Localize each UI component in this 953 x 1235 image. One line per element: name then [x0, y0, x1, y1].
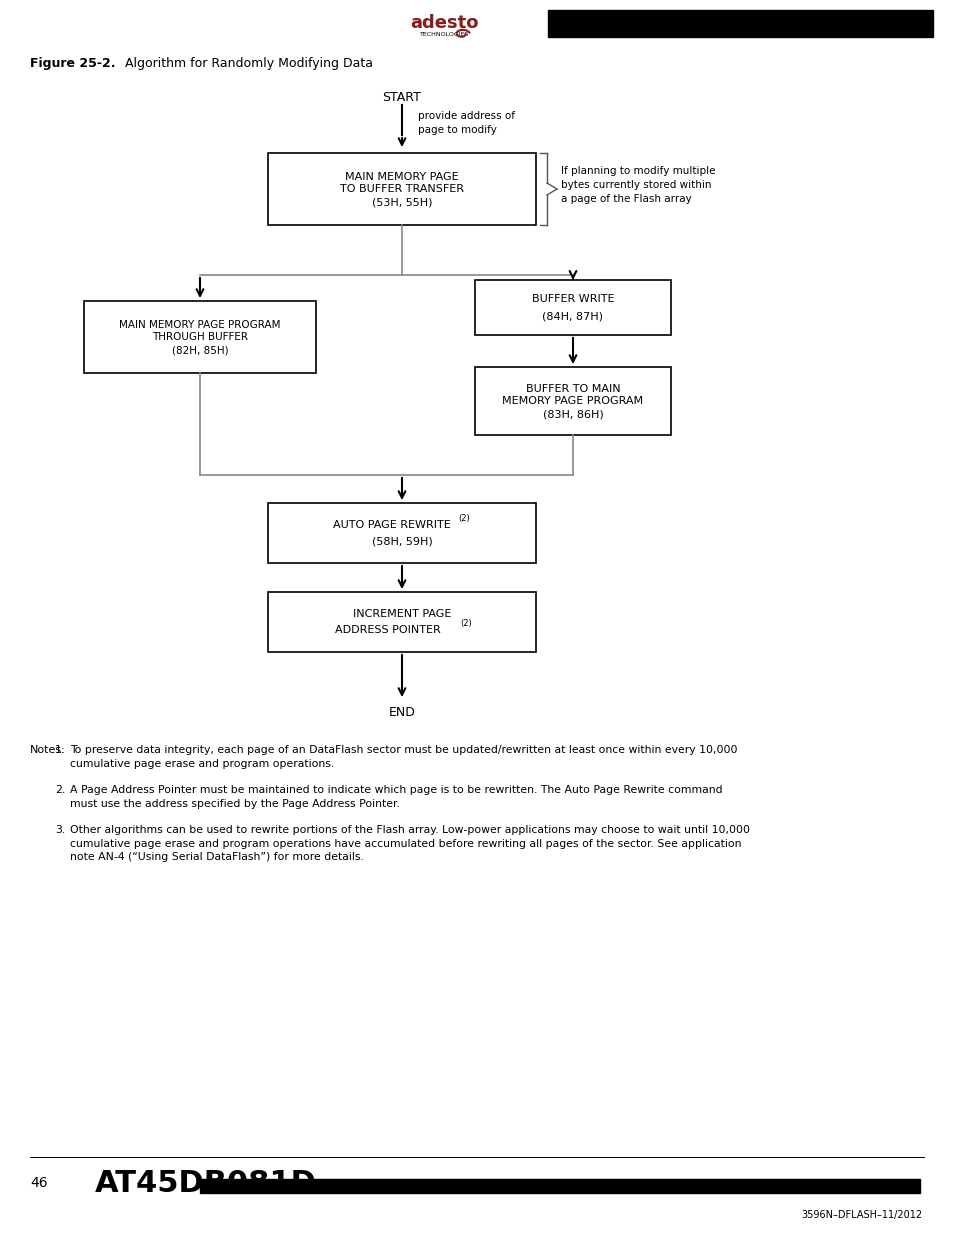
Text: adesto: adesto	[411, 14, 478, 32]
Text: Other algorithms can be used to rewrite portions of the Flash array. Low-power a: Other algorithms can be used to rewrite …	[70, 825, 749, 862]
Text: TECHNOLOGIES: TECHNOLOGIES	[420, 32, 469, 37]
Text: 46: 46	[30, 1176, 48, 1191]
Bar	[268, 153, 536, 225]
Text: (83H, 86H): (83H, 86H)	[542, 409, 602, 419]
Text: BUFFER WRITE: BUFFER WRITE	[531, 294, 614, 304]
Text: 1.: 1.	[55, 745, 65, 755]
Text: THROUGH BUFFER: THROUGH BUFFER	[152, 332, 248, 342]
Text: 2.: 2.	[55, 785, 65, 795]
Text: 3.: 3.	[55, 825, 65, 835]
Text: Figure 25-2.: Figure 25-2.	[30, 57, 115, 69]
Bar	[268, 592, 536, 652]
Text: Algorithm for Randomly Modifying Data: Algorithm for Randomly Modifying Data	[112, 57, 373, 69]
Text: INCREMENT PAGE: INCREMENT PAGE	[353, 609, 451, 619]
Text: (53H, 55H): (53H, 55H)	[372, 198, 432, 207]
Bar	[268, 503, 536, 563]
Bar	[84, 301, 315, 373]
Text: (82H, 85H): (82H, 85H)	[172, 345, 228, 354]
Bar	[200, 1179, 919, 1193]
Text: BUFFER TO MAIN: BUFFER TO MAIN	[525, 384, 619, 394]
Text: MAIN MEMORY PAGE: MAIN MEMORY PAGE	[345, 172, 458, 182]
Bar	[475, 367, 670, 435]
Text: (84H, 87H): (84H, 87H)	[542, 311, 603, 321]
Text: 3596N–DFLASH–11/2012: 3596N–DFLASH–11/2012	[800, 1210, 921, 1220]
Text: AUTO PAGE REWRITE: AUTO PAGE REWRITE	[333, 520, 451, 530]
Text: (2): (2)	[457, 514, 470, 522]
Text: To preserve data integrity, each page of an DataFlash sector must be updated/rew: To preserve data integrity, each page of…	[70, 745, 737, 768]
Text: Notes:: Notes:	[30, 745, 66, 755]
Text: AT45DB081D: AT45DB081D	[95, 1168, 316, 1198]
Text: MEMORY PAGE PROGRAM: MEMORY PAGE PROGRAM	[502, 396, 643, 406]
Text: END: END	[388, 705, 415, 719]
Text: MAIN MEMORY PAGE PROGRAM: MAIN MEMORY PAGE PROGRAM	[119, 320, 280, 330]
Text: (58H, 59H): (58H, 59H)	[372, 536, 432, 546]
Text: START: START	[382, 90, 421, 104]
Text: ADDRESS POINTER: ADDRESS POINTER	[335, 625, 440, 635]
Text: TO BUFFER TRANSFER: TO BUFFER TRANSFER	[339, 184, 463, 194]
Text: (2): (2)	[459, 619, 472, 627]
Text: If planning to modify multiple
bytes currently stored within
a page of the Flash: If planning to modify multiple bytes cur…	[560, 165, 715, 204]
Text: provide address of
page to modify: provide address of page to modify	[417, 110, 515, 135]
Bar	[475, 280, 670, 335]
Text: A Page Address Pointer must be maintained to indicate which page is to be rewrit: A Page Address Pointer must be maintaine…	[70, 785, 721, 809]
Bar	[547, 10, 932, 37]
